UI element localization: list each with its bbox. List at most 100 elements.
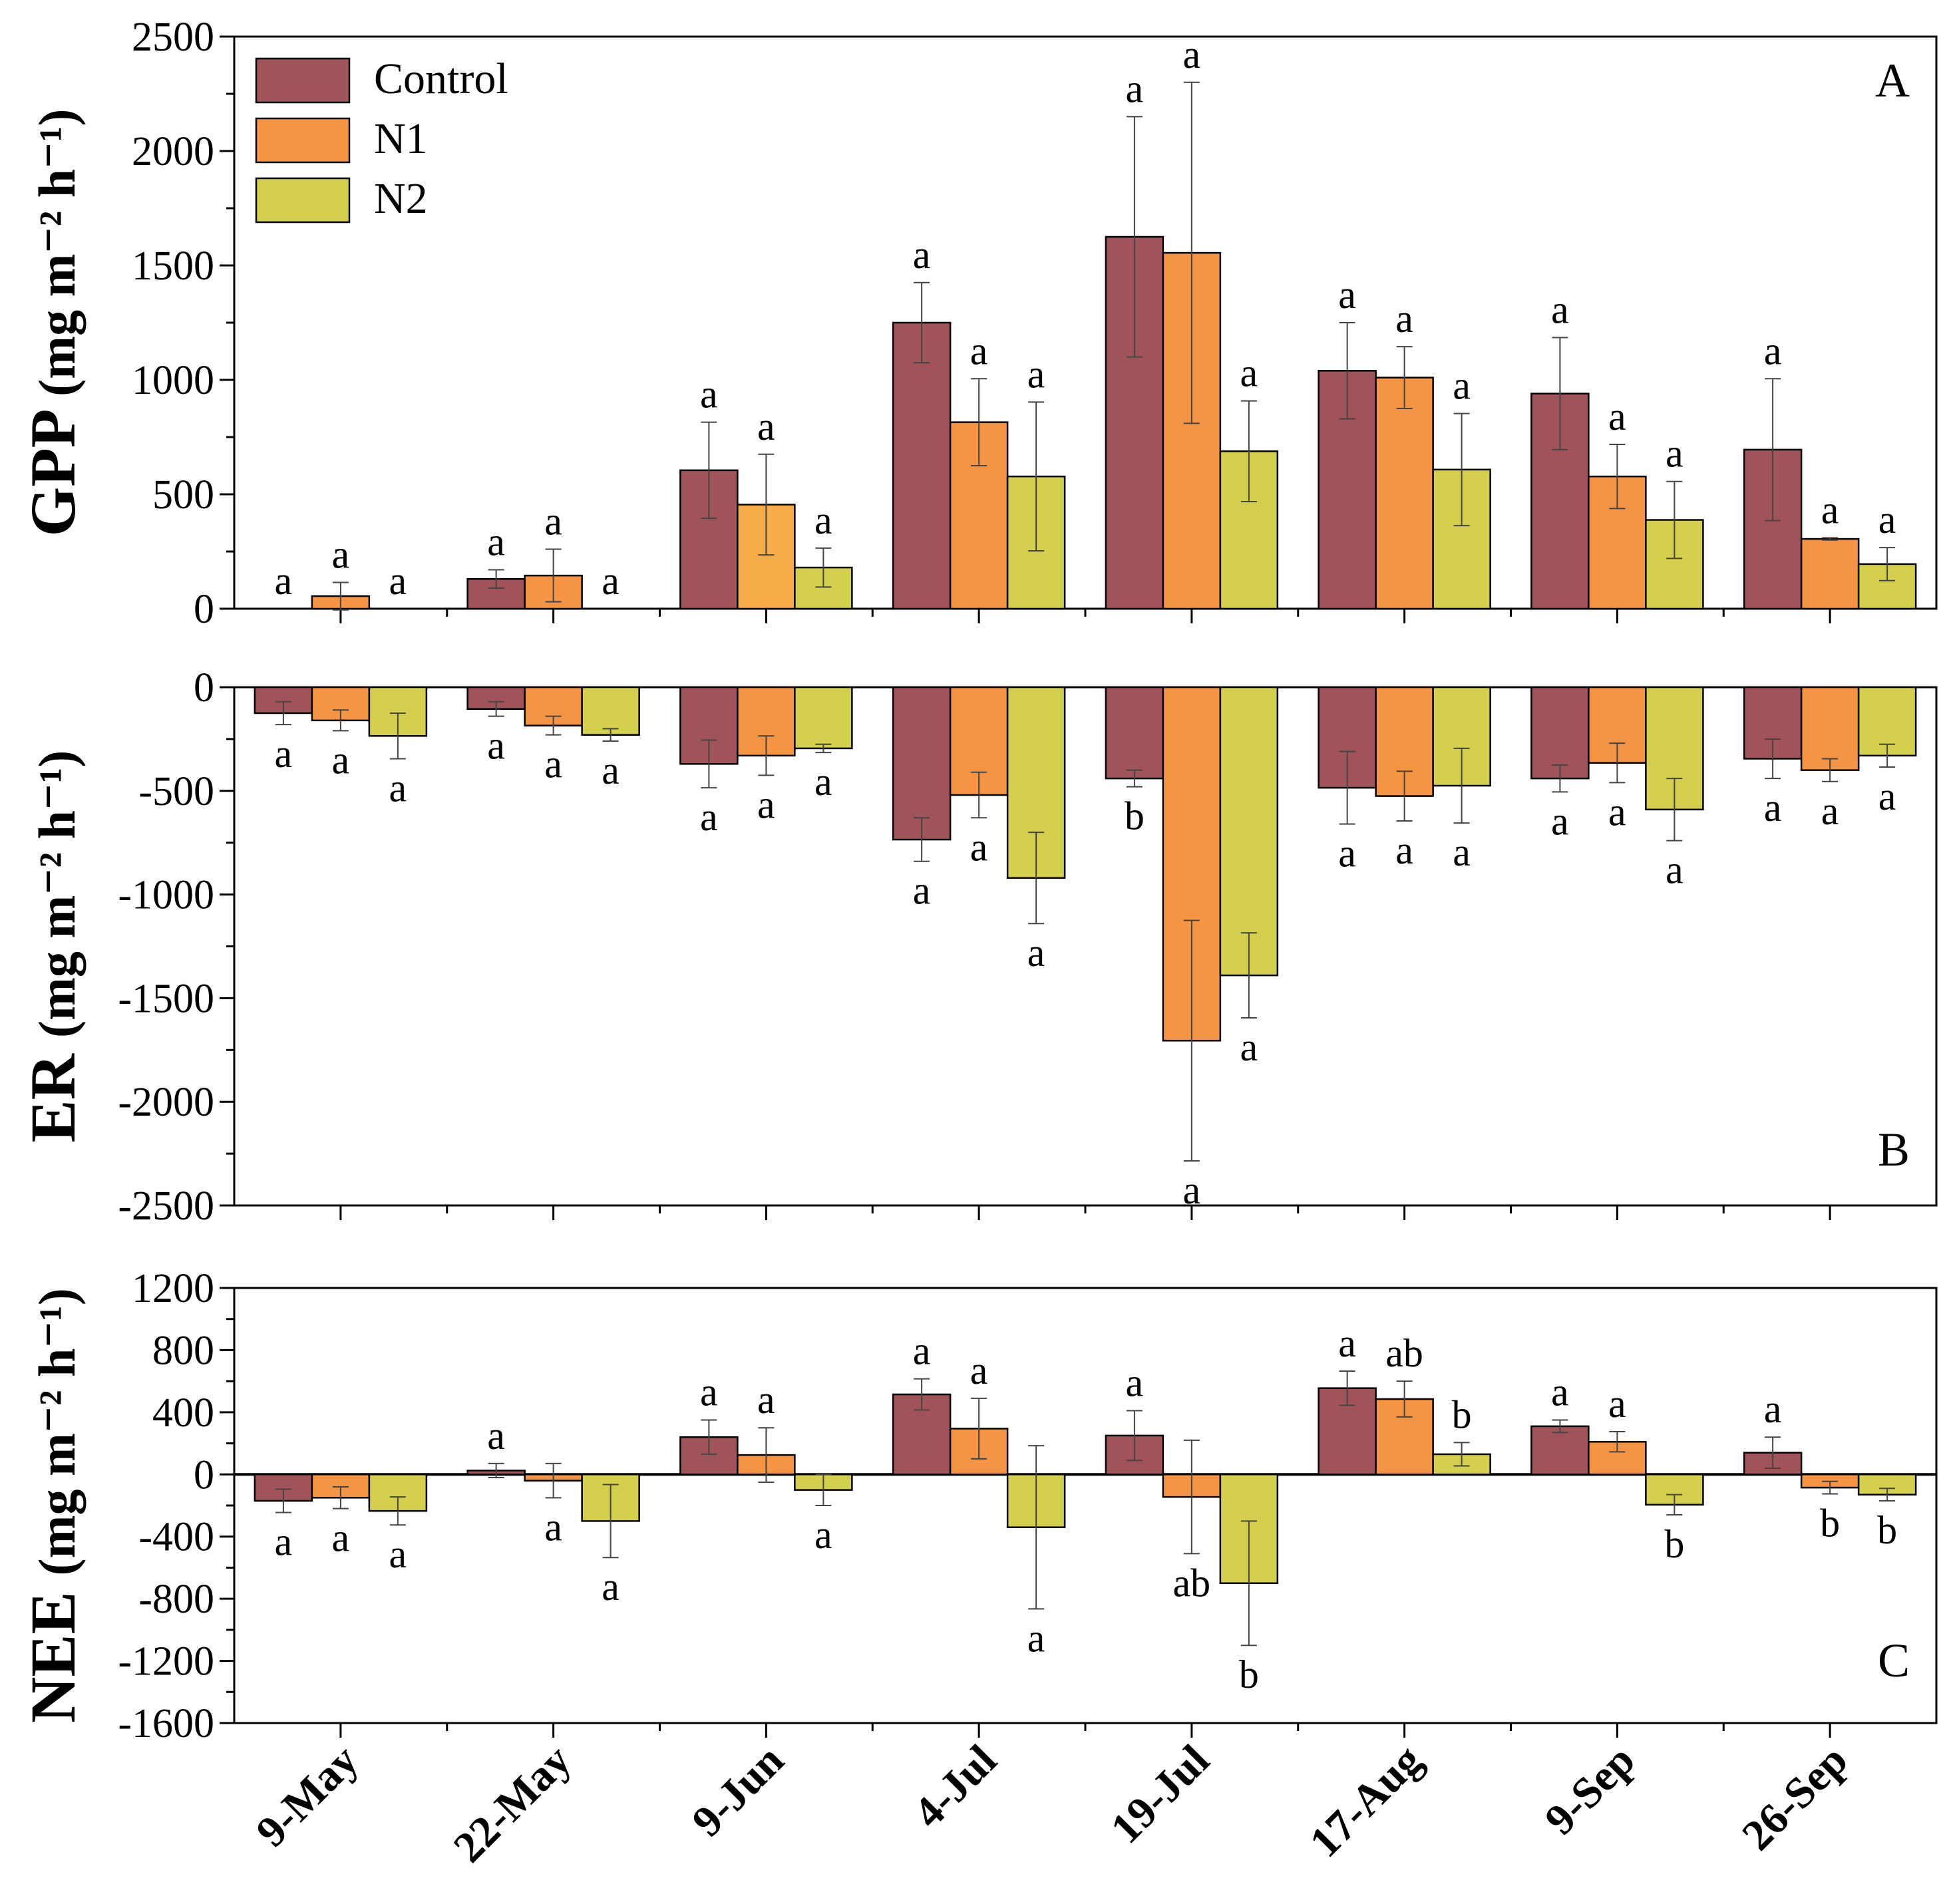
significance-letter: a xyxy=(487,724,505,768)
y-tick-label: 1000 xyxy=(132,358,214,403)
significance-letter: a xyxy=(389,766,407,810)
y-axis-variable: ER xyxy=(17,1038,89,1142)
y-axis-variable: NEE xyxy=(17,1576,89,1723)
significance-letter: b xyxy=(1820,1501,1840,1545)
x-category-label: 17-Aug xyxy=(1300,1736,1431,1867)
y-tick-label: -1600 xyxy=(118,1701,214,1746)
significance-letter: a xyxy=(602,1565,620,1609)
x-category-label: 26-Sep xyxy=(1733,1736,1857,1859)
significance-letter: a xyxy=(332,532,350,576)
y-axis-title-A: GPP (mg m⁻² h⁻¹) xyxy=(17,108,89,536)
bar-control-9-sep xyxy=(1530,686,1590,780)
y-tick-label: 0 xyxy=(194,1452,214,1498)
significance-letter: a xyxy=(1240,1025,1258,1069)
significance-letter: a xyxy=(1027,1616,1045,1660)
bar-control-19-jul xyxy=(1105,686,1164,780)
y-tick-label: -1500 xyxy=(118,976,214,1021)
y-axis-variable: GPP xyxy=(17,397,89,537)
bar-control-4-jul xyxy=(892,321,952,610)
legend-swatch-control xyxy=(255,57,351,104)
significance-letter: b xyxy=(1877,1508,1897,1552)
significance-letter: a xyxy=(1338,832,1356,875)
significance-letter: a xyxy=(700,373,718,416)
significance-letter: a xyxy=(1453,830,1471,874)
significance-letter: a xyxy=(487,1414,505,1458)
significance-letter: a xyxy=(1240,351,1258,395)
legend-label-n1: N1 xyxy=(374,114,428,163)
x-category-label: 9-May xyxy=(247,1736,367,1856)
significance-letter: a xyxy=(275,732,293,776)
y-tick-label: -800 xyxy=(138,1577,214,1622)
y-tick-label: 1200 xyxy=(132,1266,214,1311)
y-tick-label: 1500 xyxy=(132,243,214,289)
significance-letter: a xyxy=(1666,432,1684,476)
panel-label-B: B xyxy=(1878,1123,1910,1176)
bar-n2-22-may xyxy=(581,686,640,736)
x-axis-labels: 9-May 22-May 9-Jun 4-Jul 19-Jul 17-Aug 9-Sep 26… xyxy=(247,1736,1857,1872)
significance-letter: a xyxy=(1395,828,1413,872)
legend-label-control: Control xyxy=(374,55,508,103)
panel-label-C: C xyxy=(1878,1634,1910,1687)
bar-n1-17-aug xyxy=(1375,377,1434,610)
significance-letter: a xyxy=(814,498,832,542)
significance-letter: a xyxy=(1878,774,1896,818)
y-tick-label: 2500 xyxy=(132,15,214,60)
bar-control-26-sep xyxy=(1743,686,1803,760)
y-tick-label: -2000 xyxy=(118,1080,214,1125)
x-category-label: 19-Jul xyxy=(1101,1736,1218,1853)
significance-letter: a xyxy=(1395,297,1413,341)
y-axis-units: (mg m⁻² h⁻¹) xyxy=(28,1288,86,1575)
significance-letter: a xyxy=(1608,1382,1626,1426)
significance-letter: b xyxy=(1664,1522,1684,1566)
significance-letter: a xyxy=(913,233,931,277)
bar-n2-19-jul xyxy=(1219,450,1279,610)
significance-letter: a xyxy=(389,559,407,603)
significance-letter: a xyxy=(1126,1361,1144,1405)
y-tick-label: 2000 xyxy=(132,129,214,174)
significance-letter: a xyxy=(1821,789,1839,833)
y-tick-label: -2500 xyxy=(118,1184,214,1229)
significance-letter: a xyxy=(275,1520,293,1564)
y-tick-label: -1200 xyxy=(118,1639,214,1684)
significance-letter: a xyxy=(1551,1370,1569,1414)
y-tick-label: 800 xyxy=(152,1328,214,1373)
significance-letter: a xyxy=(970,1349,988,1392)
panel-label-A: A xyxy=(1875,54,1910,107)
bar-n2-9-may xyxy=(368,686,428,737)
significance-letter: b xyxy=(1452,1392,1472,1436)
y-axis-title-B: ER (mg m⁻² h⁻¹) xyxy=(17,750,89,1143)
y-axis-units: (mg m⁻² h⁻¹) xyxy=(28,108,86,396)
significance-letter: a xyxy=(814,760,832,804)
significance-letter: a xyxy=(1608,395,1626,438)
bar-control-9-sep xyxy=(1530,1425,1590,1476)
significance-letter: a xyxy=(970,329,988,373)
y-axis-units: (mg m⁻² h⁻¹) xyxy=(28,750,86,1038)
significance-letter: a xyxy=(757,1378,775,1422)
bar-n2-19-jul xyxy=(1219,686,1279,977)
significance-letter: a xyxy=(1878,498,1896,542)
significance-letter: a xyxy=(1338,1321,1356,1365)
bar-n2-9-jun xyxy=(794,686,853,750)
significance-letter: a xyxy=(757,782,775,826)
bar-n1-26-sep xyxy=(1800,538,1860,610)
significance-letter: a xyxy=(1764,329,1782,373)
legend-label-n2: N2 xyxy=(374,174,428,223)
x-category-label: 4-Jul xyxy=(904,1736,1006,1837)
significance-letter: a xyxy=(814,1513,832,1557)
significance-letter: a xyxy=(700,1370,718,1414)
y-tick-label: -500 xyxy=(138,769,214,814)
bar-n1-26-sep xyxy=(1800,686,1860,771)
legend: Control N1 N2 xyxy=(255,55,508,224)
significance-letter: a xyxy=(1126,67,1144,110)
significance-letter: a xyxy=(389,1532,407,1576)
significance-letter: a xyxy=(1764,786,1782,830)
significance-letter: a xyxy=(1453,364,1471,408)
significance-letter: b xyxy=(1125,794,1145,838)
y-axis-title-C: NEE (mg m⁻² h⁻¹) xyxy=(17,1288,89,1723)
y-tick-label: -400 xyxy=(138,1515,214,1560)
significance-letter: a xyxy=(700,795,718,839)
significance-letter: a xyxy=(275,559,293,603)
